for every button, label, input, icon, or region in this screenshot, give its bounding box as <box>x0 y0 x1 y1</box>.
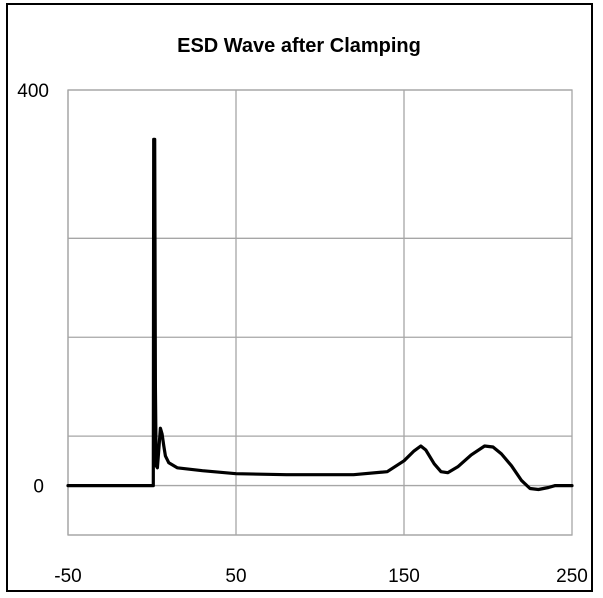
series-line <box>66 137 574 492</box>
y-tick-label: 400 <box>17 81 49 102</box>
chart-frame: ESD Wave after Clamping -50 50 150 250 0 400 <box>6 3 593 592</box>
x-tick-label: 50 <box>225 566 246 587</box>
plot-border <box>67 89 573 536</box>
plot-area: -50 50 150 250 0 400 <box>17 81 588 587</box>
x-tick-label: 150 <box>388 566 420 587</box>
x-tick-label: -50 <box>54 566 81 587</box>
y-tick-label: 0 <box>33 477 44 498</box>
chart-title: ESD Wave after Clamping <box>177 35 421 57</box>
chart-svg: ESD Wave after Clamping -50 50 150 250 0 400 <box>17 35 588 587</box>
x-tick-label: 250 <box>556 566 588 587</box>
